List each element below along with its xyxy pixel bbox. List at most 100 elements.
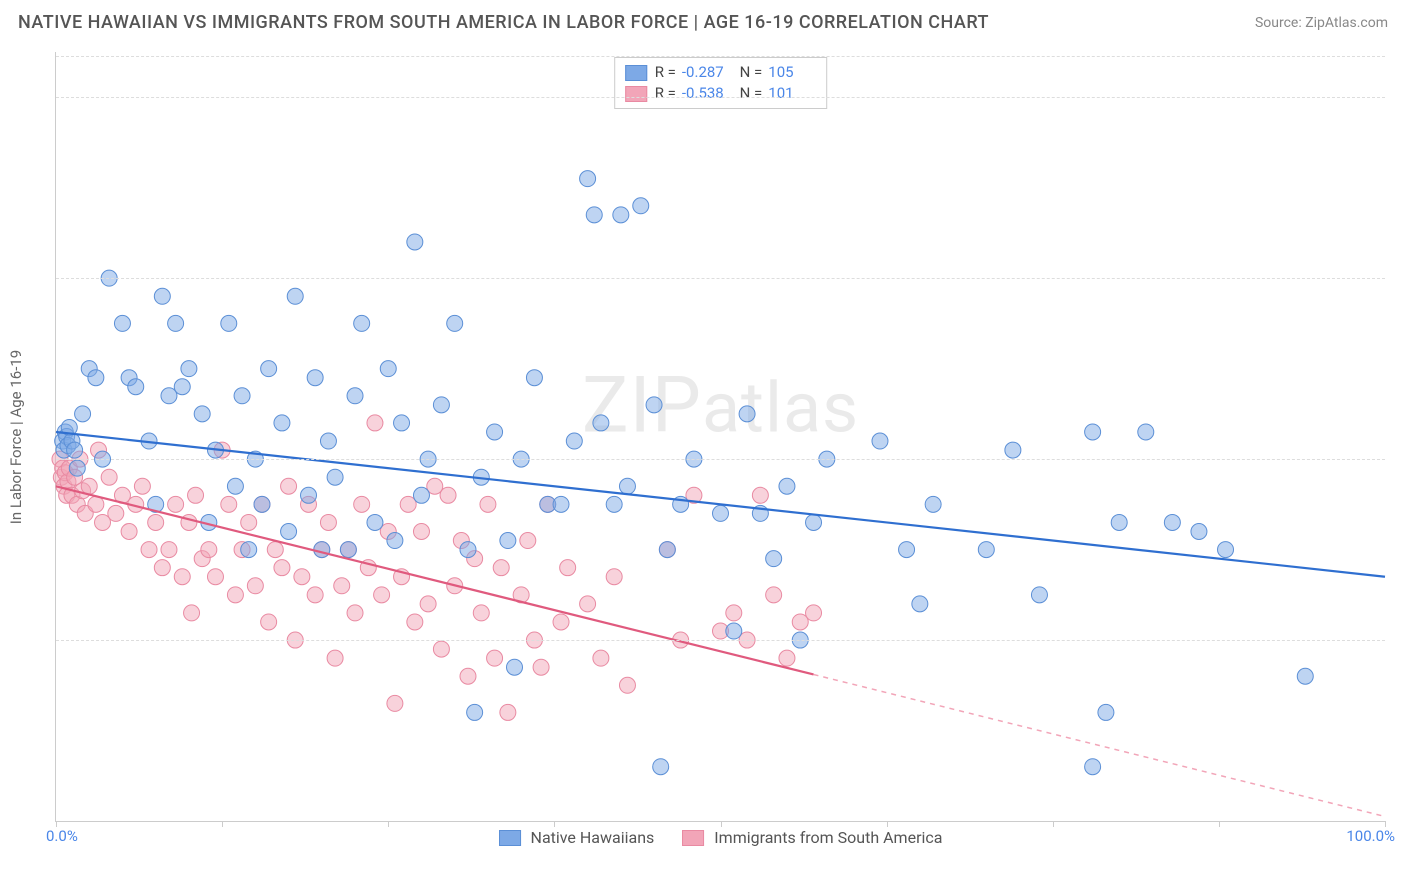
data-point [806,605,822,621]
data-point [713,505,729,521]
data-point [912,596,928,612]
y-tick-label: 40.0% [1392,450,1406,468]
data-point [221,315,237,331]
data-point [553,614,569,630]
data-point [653,759,669,775]
data-point [413,523,429,539]
data-point [221,496,237,512]
data-point [241,514,257,530]
y-tick-label: 80.0% [1392,88,1406,106]
data-point [1005,442,1021,458]
data-point [168,496,184,512]
data-point [394,415,410,431]
data-point [247,578,263,594]
data-point [347,388,363,404]
data-point [261,361,277,377]
data-point [168,315,184,331]
data-point [227,587,243,603]
data-point [613,207,629,223]
legend-swatch-native [499,830,521,846]
data-point [188,487,204,503]
data-point [307,370,323,386]
data-point [872,433,888,449]
data-point [88,496,104,512]
data-point [806,514,822,530]
data-point [606,569,622,585]
data-point [1297,668,1313,684]
data-point [281,523,297,539]
data-point [354,496,370,512]
data-point [154,560,170,576]
data-point [646,397,662,413]
r-value-immigrants: -0.538 [682,83,730,104]
data-point [75,406,91,422]
data-point [194,406,210,422]
data-point [659,542,675,558]
data-point [433,397,449,413]
data-point [433,641,449,657]
data-point [327,650,343,666]
data-point [184,605,200,621]
data-point [340,542,356,558]
data-point [460,542,476,558]
n-value-immigrants: 101 [768,83,816,104]
data-point [779,650,795,666]
data-point [281,478,297,494]
source-attribution: Source: ZipAtlas.com [1255,15,1388,31]
chart-title: NATIVE HAWAIIAN VS IMMIGRANTS FROM SOUTH… [18,12,989,33]
y-tick-label: 20.0% [1392,631,1406,649]
data-point [526,370,542,386]
data-point [899,542,915,558]
data-point [148,514,164,530]
legend-label-immigrants: Immigrants from South America [714,828,942,847]
data-point [978,542,994,558]
scatter-svg [56,52,1385,821]
data-point [254,496,270,512]
stats-row-native: R = -0.287 N = 105 [625,62,817,83]
chart-plot-area: In Labor Force | Age 16-19 ZIPatlas R = … [55,52,1385,822]
data-point [533,659,549,675]
legend: Native Hawaiians Immigrants from South A… [499,828,943,847]
legend-item-immigrants: Immigrants from South America [682,828,942,847]
data-point [726,623,742,639]
data-point [327,469,343,485]
data-point [307,587,323,603]
data-point [267,542,283,558]
legend-item-native: Native Hawaiians [499,828,655,847]
legend-label-native: Native Hawaiians [531,828,655,847]
data-point [274,415,290,431]
data-point [387,533,403,549]
data-point [380,361,396,377]
data-point [121,523,137,539]
data-point [367,514,383,530]
data-point [374,587,390,603]
data-point [287,288,303,304]
data-point [633,198,649,214]
data-point [619,677,635,693]
r-value-native: -0.287 [682,62,730,83]
data-point [1098,704,1114,720]
data-point [174,569,190,585]
data-point [593,415,609,431]
data-point [407,234,423,250]
data-point [407,614,423,630]
data-point [766,587,782,603]
data-point [114,315,130,331]
data-point [420,596,436,612]
data-point [241,542,257,558]
data-point [207,569,223,585]
data-point [301,487,317,503]
data-point [67,442,83,458]
data-point [274,560,290,576]
data-point [1085,424,1101,440]
data-point [593,650,609,666]
data-point [161,542,177,558]
data-point [181,361,197,377]
data-point [261,614,277,630]
data-point [154,288,170,304]
x-axis-max-label: 100.0% [1346,827,1395,845]
data-point [580,171,596,187]
data-point [586,207,602,223]
data-point [347,605,363,621]
data-point [88,370,104,386]
